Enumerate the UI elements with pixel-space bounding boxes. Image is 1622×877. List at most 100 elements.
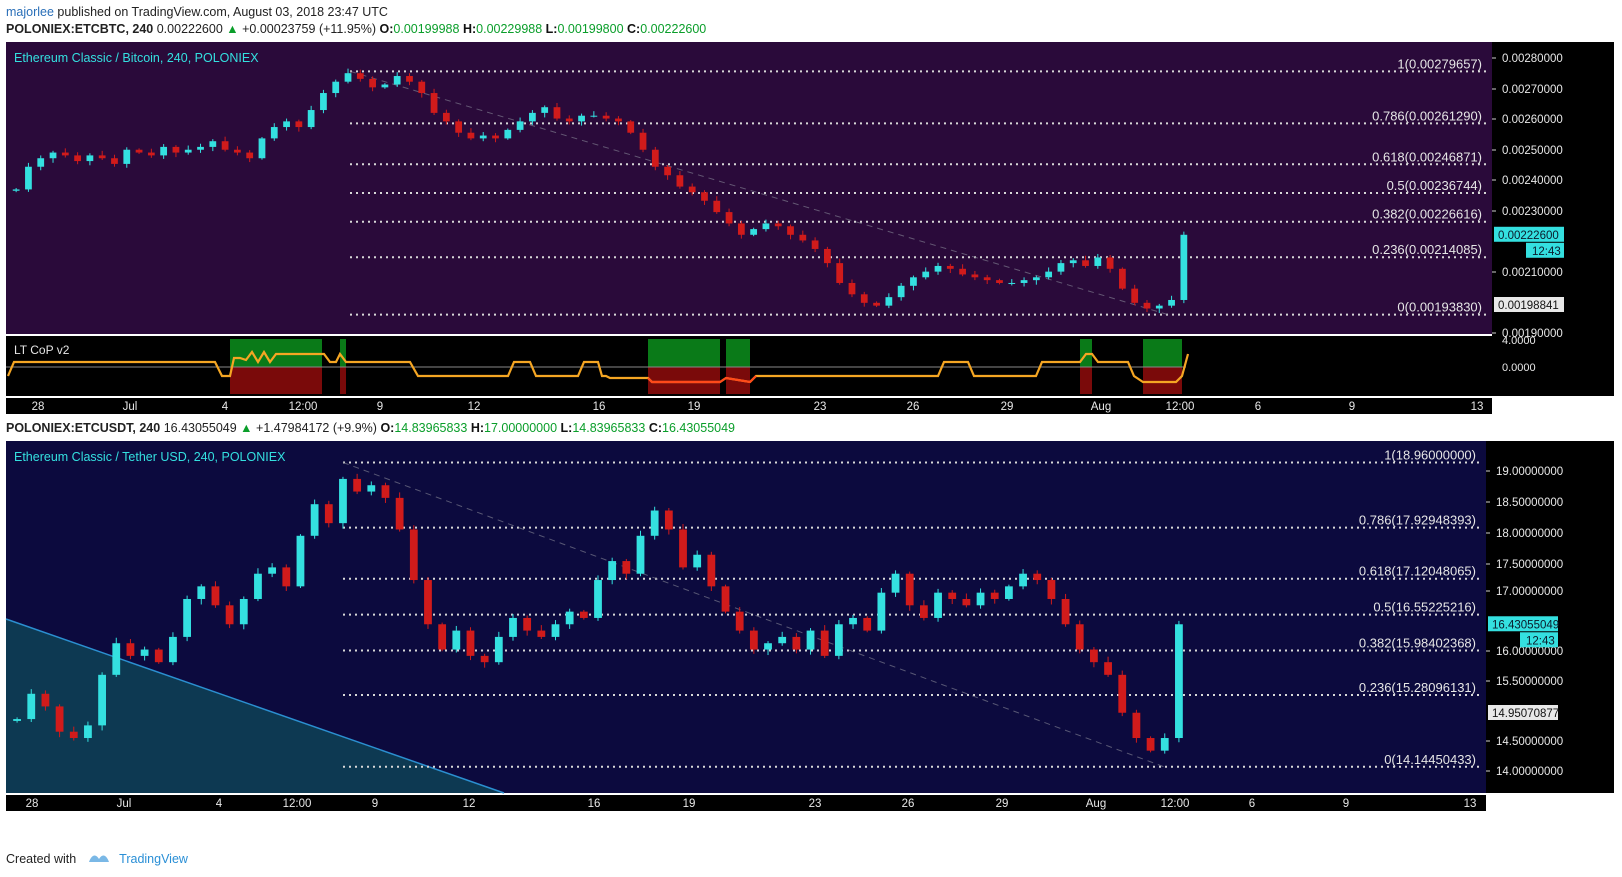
- candle-body: [296, 535, 305, 587]
- fib-label: 0.786(0.00261290): [1372, 108, 1482, 123]
- candle-body: [320, 93, 327, 111]
- candle-body: [962, 598, 971, 606]
- chart2-time-tag-text: 12:43: [1526, 635, 1555, 647]
- chart2-header: POLONIEX:ETCUSDT, 240 16.43055049 ▲ +1.4…: [6, 421, 736, 435]
- candle-body: [12, 189, 20, 191]
- y-tick-label: 18.50000000: [1496, 497, 1563, 509]
- indicator-line: [6, 349, 1190, 384]
- candle-body: [578, 115, 585, 122]
- y-tick-label: 18.00000000: [1496, 528, 1563, 540]
- author-link[interactable]: majorlee: [6, 5, 54, 19]
- candle-body: [946, 265, 954, 269]
- chart1-price-axis: [1492, 42, 1614, 396]
- candle-body: [154, 649, 163, 663]
- chart2-last: 16.43055049: [163, 421, 237, 435]
- candle-body: [1143, 302, 1151, 309]
- candle-body: [516, 121, 524, 130]
- candle-body: [509, 617, 517, 637]
- candle-body: [424, 580, 432, 625]
- candle-body: [367, 485, 376, 492]
- candle-body: [126, 643, 135, 656]
- y-tick-label: 0.00210000: [1502, 267, 1563, 279]
- candle-body: [344, 73, 352, 82]
- candle-body: [353, 478, 362, 492]
- y-tick-label: 0.00250000: [1502, 145, 1563, 157]
- candle-body: [254, 573, 262, 599]
- candle-body: [737, 223, 745, 235]
- indicator-green-block: [648, 339, 720, 367]
- candle-body: [84, 725, 92, 739]
- y-tick-label: 0.00230000: [1502, 206, 1563, 218]
- fib-label: 0.236(0.00214085): [1372, 242, 1482, 257]
- candle-body: [792, 636, 801, 650]
- candle-body: [891, 573, 900, 593]
- candle-body: [934, 592, 942, 618]
- footer-brand-link[interactable]: TradingView: [119, 852, 188, 866]
- indicator-name: LT CoP v2: [14, 343, 70, 357]
- candle-body: [910, 277, 917, 286]
- candle-body: [438, 624, 447, 650]
- x-tick-label: 28: [32, 401, 45, 413]
- candle-body: [590, 115, 598, 117]
- chart1-time-axis: [6, 398, 1492, 414]
- candle-body: [885, 297, 893, 306]
- candle-body: [1069, 260, 1077, 264]
- indicator-red-block: [1080, 367, 1092, 394]
- chart1-symbol: POLONIEX:ETCBTC, 240: [6, 22, 154, 36]
- y-tick-label: 17.50000000: [1496, 559, 1563, 571]
- fib-label: 0(0.00193830): [1397, 300, 1482, 315]
- x-tick-label: 23: [809, 798, 822, 810]
- indicator-line-red: [647, 375, 757, 384]
- x-tick-label: 4: [216, 798, 223, 810]
- candle-body: [541, 107, 549, 113]
- candle-body: [701, 192, 708, 201]
- x-tick-label: 9: [377, 401, 383, 413]
- x-tick-label: 23: [814, 401, 827, 413]
- candle-body: [140, 649, 149, 656]
- x-tick-label: 16: [593, 401, 606, 413]
- indicator-red-block: [648, 367, 720, 394]
- chart2-time-tag: [1520, 632, 1558, 648]
- candle-body: [1020, 280, 1028, 283]
- candle-body: [332, 81, 340, 94]
- y-tick-label: 16.00000000: [1496, 646, 1563, 658]
- y-tick-label: 0.00260000: [1502, 114, 1563, 126]
- candle-body: [537, 630, 546, 637]
- footer: Created with TradingView: [6, 852, 188, 867]
- candle-body: [735, 611, 744, 631]
- candle-body: [258, 138, 266, 159]
- candle-body: [1132, 712, 1141, 739]
- x-tick-label: Aug: [1086, 798, 1106, 810]
- candle-body: [479, 135, 487, 139]
- publish-line: majorlee published on TradingView.com, A…: [6, 5, 388, 19]
- candle-body: [639, 132, 647, 150]
- candle-body: [27, 693, 36, 720]
- candle-body: [764, 643, 772, 650]
- candle-body: [713, 200, 721, 213]
- candle-body: [551, 624, 560, 637]
- chart2-panel: Ethereum Classic / Tether USD, 240, POLO…: [5, 441, 1614, 811]
- candle-body: [651, 149, 659, 167]
- candle-body: [579, 611, 588, 618]
- x-tick-label: 9: [1349, 401, 1355, 413]
- candle-body: [749, 630, 758, 650]
- candle-body: [406, 76, 413, 82]
- indicator-green-block: [1143, 339, 1182, 367]
- candle-body: [86, 155, 94, 162]
- fib-label: 0.236(15.28096131): [1359, 680, 1476, 695]
- candle-body: [246, 152, 254, 159]
- indicator-red-block: [340, 367, 346, 394]
- chart2-low: 14.83965833: [572, 421, 646, 435]
- tradingview-logo-icon: [88, 852, 110, 867]
- chart2-trendline: [5, 618, 505, 794]
- chart2-change: +1.47984172 (+9.9%): [256, 421, 377, 435]
- x-tick-label: 26: [907, 401, 920, 413]
- candle-body: [1155, 305, 1163, 309]
- candle-body: [863, 617, 872, 631]
- candle-body: [69, 731, 78, 739]
- candle-body: [529, 112, 536, 122]
- fib-label: 0.382(0.00226616): [1372, 207, 1482, 222]
- candle-body: [492, 135, 499, 139]
- chart1-high: 0.00229988: [476, 22, 543, 36]
